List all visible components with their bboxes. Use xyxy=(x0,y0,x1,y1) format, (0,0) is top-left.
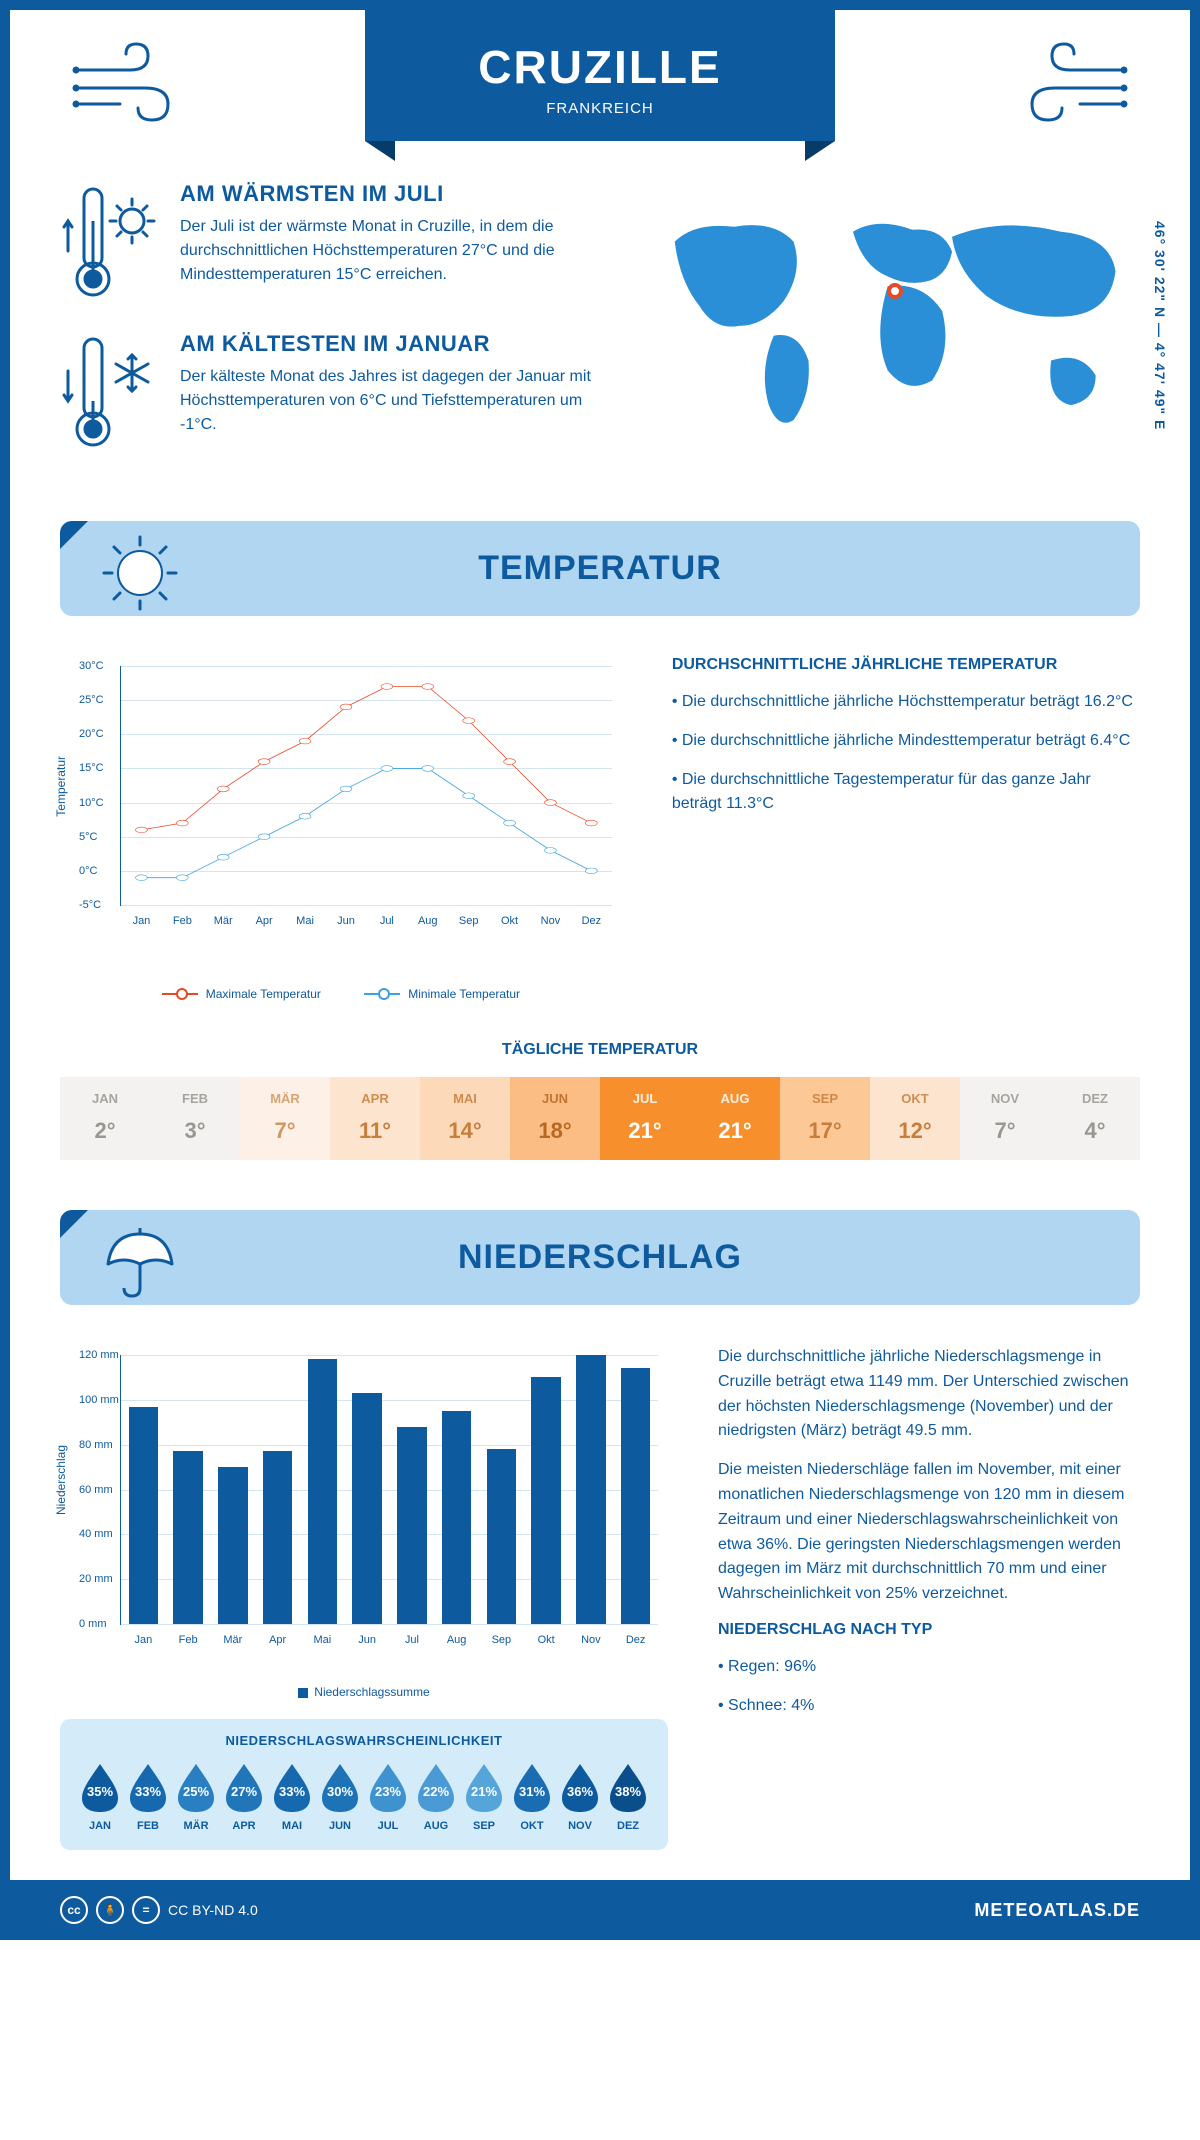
month-cell: MAI14° xyxy=(420,1077,510,1160)
by-icon: 🧍 xyxy=(96,1896,124,1924)
sun-icon xyxy=(100,533,180,613)
daily-temp-title: TÄGLICHE TEMPERATUR xyxy=(60,1041,1140,1059)
month-cell: JAN2° xyxy=(60,1077,150,1160)
bullet: • Die durchschnittliche jährliche Mindes… xyxy=(672,729,1140,754)
precipitation-bar-chart: Niederschlag 0 mm20 mm40 mm60 mm80 mm100… xyxy=(60,1345,668,1685)
fact-text: Der kälteste Monat des Jahres ist dagege… xyxy=(180,365,605,437)
prob-title: NIEDERSCHLAGSWAHRSCHEINLICHKEIT xyxy=(78,1733,650,1748)
fact-title: AM WÄRMSTEN IM JULI xyxy=(180,181,605,207)
bullet: • Die durchschnittliche jährliche Höchst… xyxy=(672,690,1140,715)
legend-label: Minimale Temperatur xyxy=(408,987,520,1001)
bullet: • Schnee: 4% xyxy=(718,1694,1140,1719)
thermometer-sun-icon xyxy=(60,181,160,301)
month-cell: SEP17° xyxy=(780,1077,870,1160)
cc-icon: cc xyxy=(60,1896,88,1924)
month-cell: APR11° xyxy=(330,1077,420,1160)
month-cell: NOV7° xyxy=(960,1077,1050,1160)
drop-cell: 22%AUG xyxy=(414,1762,458,1832)
month-cell: AUG21° xyxy=(690,1077,780,1160)
bullet: • Die durchschnittliche Tagestemperatur … xyxy=(672,768,1140,818)
city-name: CRUZILLE xyxy=(405,40,795,94)
bar-legend: Niederschlagssumme xyxy=(60,1685,668,1699)
y-axis-label: Niederschlag xyxy=(54,1445,68,1515)
month-cell: JUN18° xyxy=(510,1077,600,1160)
license-text: CC BY-ND 4.0 xyxy=(168,1902,258,1918)
drop-cell: 33%MAI xyxy=(270,1762,314,1832)
section-header-temp: TEMPERATUR xyxy=(60,521,1140,616)
y-axis-label: Temperatur xyxy=(54,756,68,817)
probability-box: NIEDERSCHLAGSWAHRSCHEINLICHKEIT 35%JAN33… xyxy=(60,1719,668,1850)
temp-text-title: DURCHSCHNITTLICHE JÄHRLICHE TEMPERATUR xyxy=(672,656,1140,674)
coordinates: 46° 30' 22" N — 4° 47' 49" E xyxy=(1152,221,1168,430)
month-cell: OKT12° xyxy=(870,1077,960,1160)
drop-cell: 21%SEP xyxy=(462,1762,506,1832)
site-name: METEOATLAS.DE xyxy=(974,1900,1140,1921)
drop-cell: 35%JAN xyxy=(78,1762,122,1832)
header-banner: CRUZILLE FRANKREICH xyxy=(365,10,835,141)
fact-warmest: AM WÄRMSTEN IM JULI Der Juli ist der wär… xyxy=(60,181,605,301)
fact-title: AM KÄLTESTEN IM JANUAR xyxy=(180,331,605,357)
fact-text: Der Juli ist der wärmste Monat in Cruzil… xyxy=(180,215,605,287)
month-cell: MÄR7° xyxy=(240,1077,330,1160)
section-title: NIEDERSCHLAG xyxy=(60,1238,1140,1277)
precip-text: Die durchschnittliche jährliche Niedersc… xyxy=(718,1345,1140,1444)
bullet: • Regen: 96% xyxy=(718,1655,1140,1680)
drop-cell: 30%JUN xyxy=(318,1762,362,1832)
precip-text: Die meisten Niederschläge fallen im Nove… xyxy=(718,1458,1140,1607)
drop-cell: 38%DEZ xyxy=(606,1762,650,1832)
fact-coldest: AM KÄLTESTEN IM JANUAR Der kälteste Mona… xyxy=(60,331,605,451)
precip-type-title: NIEDERSCHLAG NACH TYP xyxy=(718,1621,1140,1639)
drop-cell: 31%OKT xyxy=(510,1762,554,1832)
country-name: FRANKREICH xyxy=(405,100,795,117)
legend-label: Maximale Temperatur xyxy=(206,987,321,1001)
temperature-line-chart: Temperatur -5°C0°C5°C10°C15°C20°C25°C30°… xyxy=(60,656,622,976)
section-title: TEMPERATUR xyxy=(60,549,1140,588)
umbrella-icon xyxy=(100,1222,180,1302)
drop-cell: 33%FEB xyxy=(126,1762,170,1832)
nd-icon: = xyxy=(132,1896,160,1924)
section-header-precip: NIEDERSCHLAG xyxy=(60,1210,1140,1305)
drop-cell: 23%JUL xyxy=(366,1762,410,1832)
footer: cc 🧍 = CC BY-ND 4.0 METEOATLAS.DE xyxy=(0,1880,1200,1940)
drop-cell: 27%APR xyxy=(222,1762,266,1832)
wind-icon xyxy=(70,40,180,130)
month-cell: FEB3° xyxy=(150,1077,240,1160)
month-cell: JUL21° xyxy=(600,1077,690,1160)
drop-cell: 36%NOV xyxy=(558,1762,602,1832)
chart-legend: Maximale Temperatur Minimale Temperatur xyxy=(60,984,622,1001)
legend-label: Niederschlagssumme xyxy=(314,1685,429,1699)
drop-cell: 25%MÄR xyxy=(174,1762,218,1832)
world-map: 46° 30' 22" N — 4° 47' 49" E xyxy=(645,181,1140,481)
thermometer-snow-icon xyxy=(60,331,160,451)
wind-icon xyxy=(1020,40,1130,130)
daily-temp-strip: JAN2°FEB3°MÄR7°APR11°MAI14°JUN18°JUL21°A… xyxy=(60,1077,1140,1160)
month-cell: DEZ4° xyxy=(1050,1077,1140,1160)
